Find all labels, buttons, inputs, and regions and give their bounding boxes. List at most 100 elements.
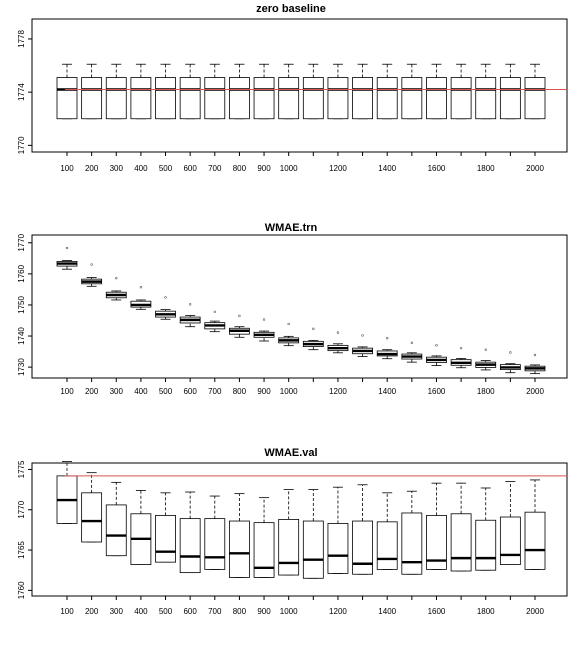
box-body — [204, 77, 226, 120]
box-2000 — [524, 479, 546, 570]
box-1700 — [450, 346, 472, 369]
box-1300 — [352, 63, 373, 120]
y-tick-label: 1760 — [17, 264, 26, 282]
x-tick-label: 1600 — [428, 387, 446, 396]
x-tick-label: 600 — [183, 607, 197, 616]
x-tick-label: 700 — [208, 607, 222, 616]
box-2000 — [524, 63, 546, 120]
box-body — [524, 77, 546, 120]
y-tick-label: 1778 — [17, 30, 26, 48]
x-tick-label: 1800 — [477, 164, 495, 173]
x-tick-label: 1800 — [477, 607, 495, 616]
box-body — [253, 77, 275, 120]
box-1000 — [278, 63, 300, 120]
box-1500 — [401, 490, 423, 575]
box-body — [401, 77, 423, 120]
box-1300 — [352, 334, 373, 357]
chart-title: zero baseline — [256, 3, 326, 15]
outlier-point — [435, 344, 438, 347]
box-1000 — [278, 322, 300, 347]
box-body — [475, 519, 497, 571]
box-body — [179, 518, 201, 574]
box-200 — [81, 472, 103, 543]
chart-panel-3: WMAE.val 1760 1765 1770 1775 100 200 300 400 500 6… — [17, 447, 568, 616]
box-body — [105, 504, 127, 557]
x-tick-label: 2000 — [526, 607, 544, 616]
x-tick-label: 800 — [233, 387, 247, 396]
box-body — [278, 519, 300, 576]
box-1700 — [450, 482, 472, 572]
x-tick-label: 2000 — [526, 387, 544, 396]
box-1400 — [376, 63, 398, 120]
y-tick-label: 1775 — [17, 460, 26, 478]
outlier-point — [287, 322, 290, 326]
box-300 — [105, 481, 127, 557]
box-1100 — [302, 327, 324, 351]
box-500 — [155, 63, 176, 120]
x-tick-label: 1200 — [329, 164, 347, 173]
box-700 — [204, 63, 226, 120]
box-1600 — [426, 63, 447, 120]
x-tick-label: 100 — [60, 387, 74, 396]
box-1500 — [401, 341, 423, 363]
box-body — [426, 514, 447, 570]
y-tick-label: 1750 — [17, 295, 26, 313]
box-800 — [229, 63, 250, 120]
box-600 — [179, 491, 201, 574]
x-tick-label: 1200 — [329, 387, 347, 396]
box-600 — [179, 63, 201, 120]
box-body — [327, 77, 349, 120]
x-tick-label: 1600 — [428, 164, 446, 173]
outlier-point — [336, 331, 340, 334]
plot-frame — [31, 234, 568, 379]
box-600 — [179, 303, 201, 328]
x-tick-label: 500 — [159, 387, 173, 396]
outlier-point — [459, 346, 463, 350]
box-body — [450, 77, 472, 120]
box-900 — [253, 63, 275, 120]
x-tick-label: 200 — [85, 164, 99, 173]
x-tick-label: 1400 — [378, 164, 396, 173]
x-tick-label: 400 — [134, 164, 148, 173]
box-body — [130, 77, 152, 120]
box-1800 — [475, 63, 497, 120]
x-tick-label: 1000 — [280, 164, 298, 173]
box-2000 — [524, 353, 546, 375]
x-tick-label: 300 — [110, 164, 124, 173]
x-tick-label: 500 — [159, 164, 173, 173]
outlier-point — [361, 334, 364, 337]
outlier-point — [65, 246, 69, 250]
x-tick-label: 1600 — [428, 607, 446, 616]
x-tick-label: 1800 — [477, 387, 495, 396]
box-400 — [130, 63, 152, 120]
x-tick-label: 800 — [233, 607, 247, 616]
box-1100 — [302, 489, 324, 579]
outlier-point — [213, 310, 216, 313]
box-body — [155, 514, 176, 563]
outlier-point — [238, 314, 241, 318]
box-1200 — [327, 486, 349, 574]
box-1200 — [327, 331, 349, 354]
box-body — [327, 523, 349, 574]
x-tick-label: 900 — [257, 387, 271, 396]
x-tick-label: 400 — [134, 387, 148, 396]
box-100 — [56, 460, 78, 524]
box-500 — [155, 296, 176, 320]
chart-panel-2: WMAE.trn 1730 1740 1750 1760 1770 100 200 300 400… — [17, 222, 568, 396]
box-body — [401, 512, 423, 575]
box-body — [426, 77, 447, 120]
box-body — [524, 511, 546, 570]
box-1300 — [352, 484, 373, 575]
box-1800 — [475, 348, 497, 371]
x-tick-label: 200 — [85, 387, 99, 396]
x-tick-label: 900 — [257, 164, 271, 173]
y-tick-label: 1730 — [17, 358, 26, 376]
box-1900 — [499, 351, 521, 374]
box-1600 — [426, 482, 447, 570]
x-tick-label: 900 — [257, 607, 271, 616]
box-1900 — [499, 63, 521, 120]
box-100 — [56, 63, 78, 120]
box-300 — [105, 277, 127, 301]
box-100 — [56, 246, 78, 270]
box-500 — [155, 492, 176, 563]
